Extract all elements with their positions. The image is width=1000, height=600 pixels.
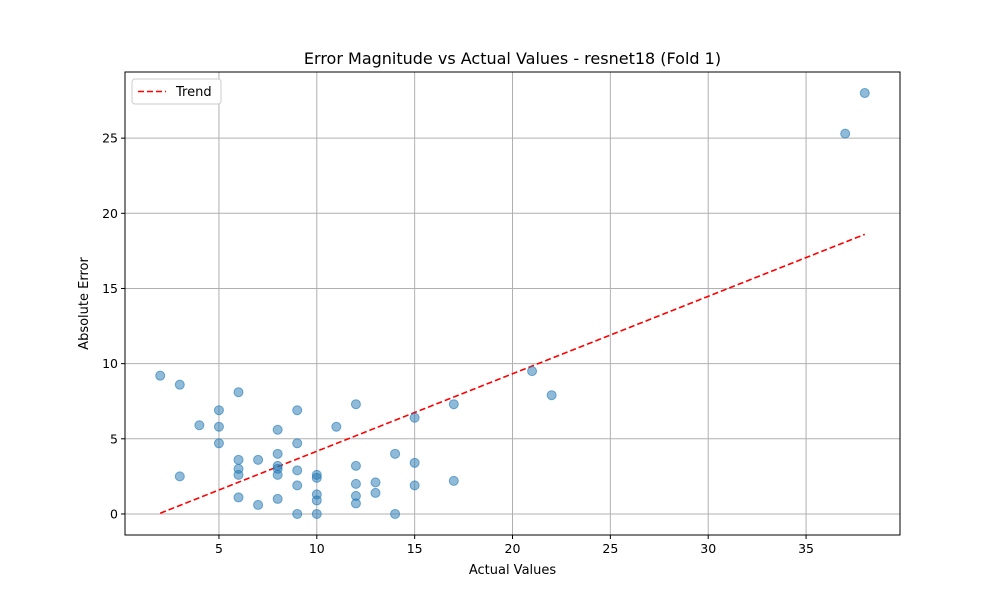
data-point bbox=[350, 478, 361, 489]
x-axis: 5 10 15 20 25 30 35 bbox=[215, 535, 814, 556]
data-point bbox=[213, 405, 224, 416]
data-point bbox=[253, 499, 264, 510]
data-point bbox=[233, 454, 244, 465]
data-point bbox=[840, 128, 851, 139]
x-tick-label: 10 bbox=[309, 541, 325, 556]
data-point bbox=[331, 421, 342, 432]
data-point bbox=[390, 508, 401, 519]
x-axis-label: Actual Values bbox=[469, 563, 557, 578]
chart-title: Error Magnitude vs Actual Values - resne… bbox=[304, 49, 721, 68]
data-point bbox=[292, 438, 303, 449]
x-tick-label: 35 bbox=[798, 541, 814, 556]
legend-box bbox=[131, 78, 222, 105]
data-point bbox=[233, 469, 244, 480]
data-point bbox=[272, 424, 283, 435]
data-point bbox=[390, 448, 401, 459]
data-point bbox=[155, 370, 166, 381]
data-point bbox=[527, 366, 538, 377]
data-point bbox=[350, 399, 361, 410]
x-tick-label: 30 bbox=[700, 541, 716, 556]
data-point bbox=[174, 471, 185, 482]
data-point bbox=[292, 465, 303, 476]
legend: Trend bbox=[131, 78, 222, 105]
data-point bbox=[213, 438, 224, 449]
legend-trend-label: Trend bbox=[175, 85, 212, 100]
data-point bbox=[409, 412, 420, 423]
x-tick-label: 5 bbox=[215, 541, 223, 556]
data-point bbox=[233, 492, 244, 503]
data-point bbox=[272, 448, 283, 459]
data-point bbox=[546, 390, 557, 401]
y-tick-label: 5 bbox=[110, 431, 118, 446]
x-tick-label: 25 bbox=[602, 541, 618, 556]
y-tick-label: 25 bbox=[102, 131, 118, 146]
grid bbox=[125, 72, 900, 535]
y-tick-label: 15 bbox=[102, 281, 118, 296]
data-point bbox=[174, 379, 185, 390]
data-point bbox=[448, 399, 459, 410]
data-point bbox=[350, 498, 361, 509]
data-point bbox=[194, 420, 205, 431]
data-point bbox=[272, 469, 283, 480]
data-point bbox=[311, 472, 322, 483]
y-tick-label: 20 bbox=[102, 206, 118, 221]
data-point bbox=[409, 457, 420, 468]
data-point bbox=[370, 487, 381, 498]
x-tick-label: 15 bbox=[407, 541, 423, 556]
data-point bbox=[272, 493, 283, 504]
y-axis-label: Absolute Error bbox=[77, 257, 92, 350]
data-point bbox=[409, 480, 420, 491]
x-tick-label: 20 bbox=[505, 541, 521, 556]
data-point bbox=[859, 88, 870, 99]
data-point bbox=[292, 480, 303, 491]
data-point bbox=[350, 460, 361, 471]
data-point bbox=[311, 508, 322, 519]
data-point bbox=[370, 477, 381, 488]
y-tick-label: 10 bbox=[102, 356, 118, 371]
data-point bbox=[233, 387, 244, 398]
data-point bbox=[448, 475, 459, 486]
y-tick-label: 0 bbox=[110, 506, 118, 521]
y-axis: 0 5 10 15 20 25 bbox=[102, 131, 125, 521]
data-point bbox=[213, 421, 224, 432]
data-point bbox=[292, 405, 303, 416]
data-point bbox=[311, 495, 322, 506]
scatter-series bbox=[155, 88, 870, 519]
data-point bbox=[253, 454, 264, 465]
data-point bbox=[292, 508, 303, 519]
